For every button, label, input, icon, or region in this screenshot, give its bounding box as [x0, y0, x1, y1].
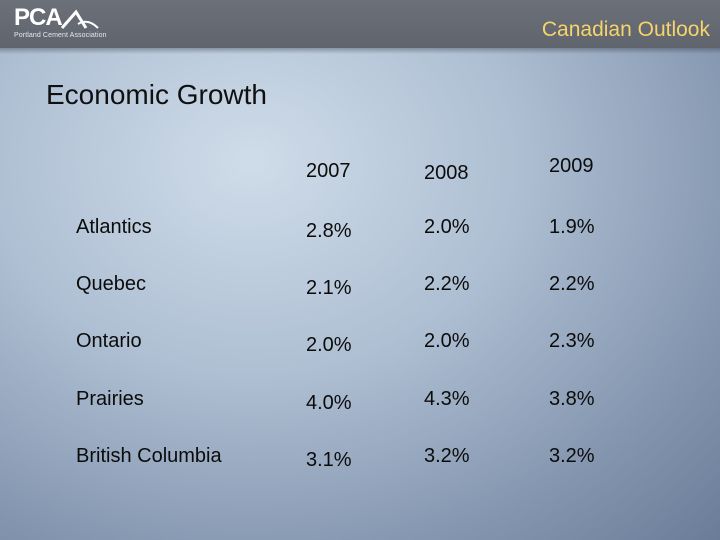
logo-mark: PCA: [14, 4, 63, 31]
slide-title: Economic Growth: [46, 79, 267, 110]
table-cell: 2.2%: [424, 273, 470, 295]
logo-swoosh-icon: [60, 9, 99, 29]
header-title: Canadian Outlook: [541, 18, 710, 41]
table-cell: 2.0%: [424, 330, 470, 352]
table-cell: 3.8%: [549, 388, 595, 410]
table-cell: 2.0%: [424, 216, 470, 238]
row-label: Atlantics: [76, 216, 152, 238]
row-label: Quebec: [76, 273, 147, 295]
logo-subtitle: Portland Cement Association: [14, 32, 107, 39]
header-divider: [0, 48, 720, 54]
table-cell: 2.3%: [549, 330, 595, 352]
row-label: Prairies: [76, 388, 144, 410]
table-cell: 3.1%: [306, 449, 352, 471]
slide-header: PCA Portland Cement Association Canadian…: [0, 0, 720, 48]
table-cell: 4.0%: [306, 392, 352, 414]
table-cell: 4.3%: [424, 388, 470, 410]
column-header-2008: 2008: [424, 162, 469, 184]
table-cell: 2.2%: [549, 273, 595, 295]
row-label: Ontario: [76, 330, 142, 352]
table-cell: 3.2%: [424, 445, 470, 467]
column-header-2007: 2007: [306, 160, 351, 182]
column-header-2009: 2009: [549, 155, 594, 177]
table-cell: 2.0%: [306, 334, 352, 356]
row-label: British Columbia: [76, 445, 222, 467]
table-cell: 3.2%: [549, 445, 595, 467]
pca-logo: PCA Portland Cement Association: [14, 4, 124, 44]
table-cell: 2.1%: [306, 277, 352, 299]
table-cell: 2.8%: [306, 220, 352, 242]
table-cell: 1.9%: [549, 216, 595, 238]
